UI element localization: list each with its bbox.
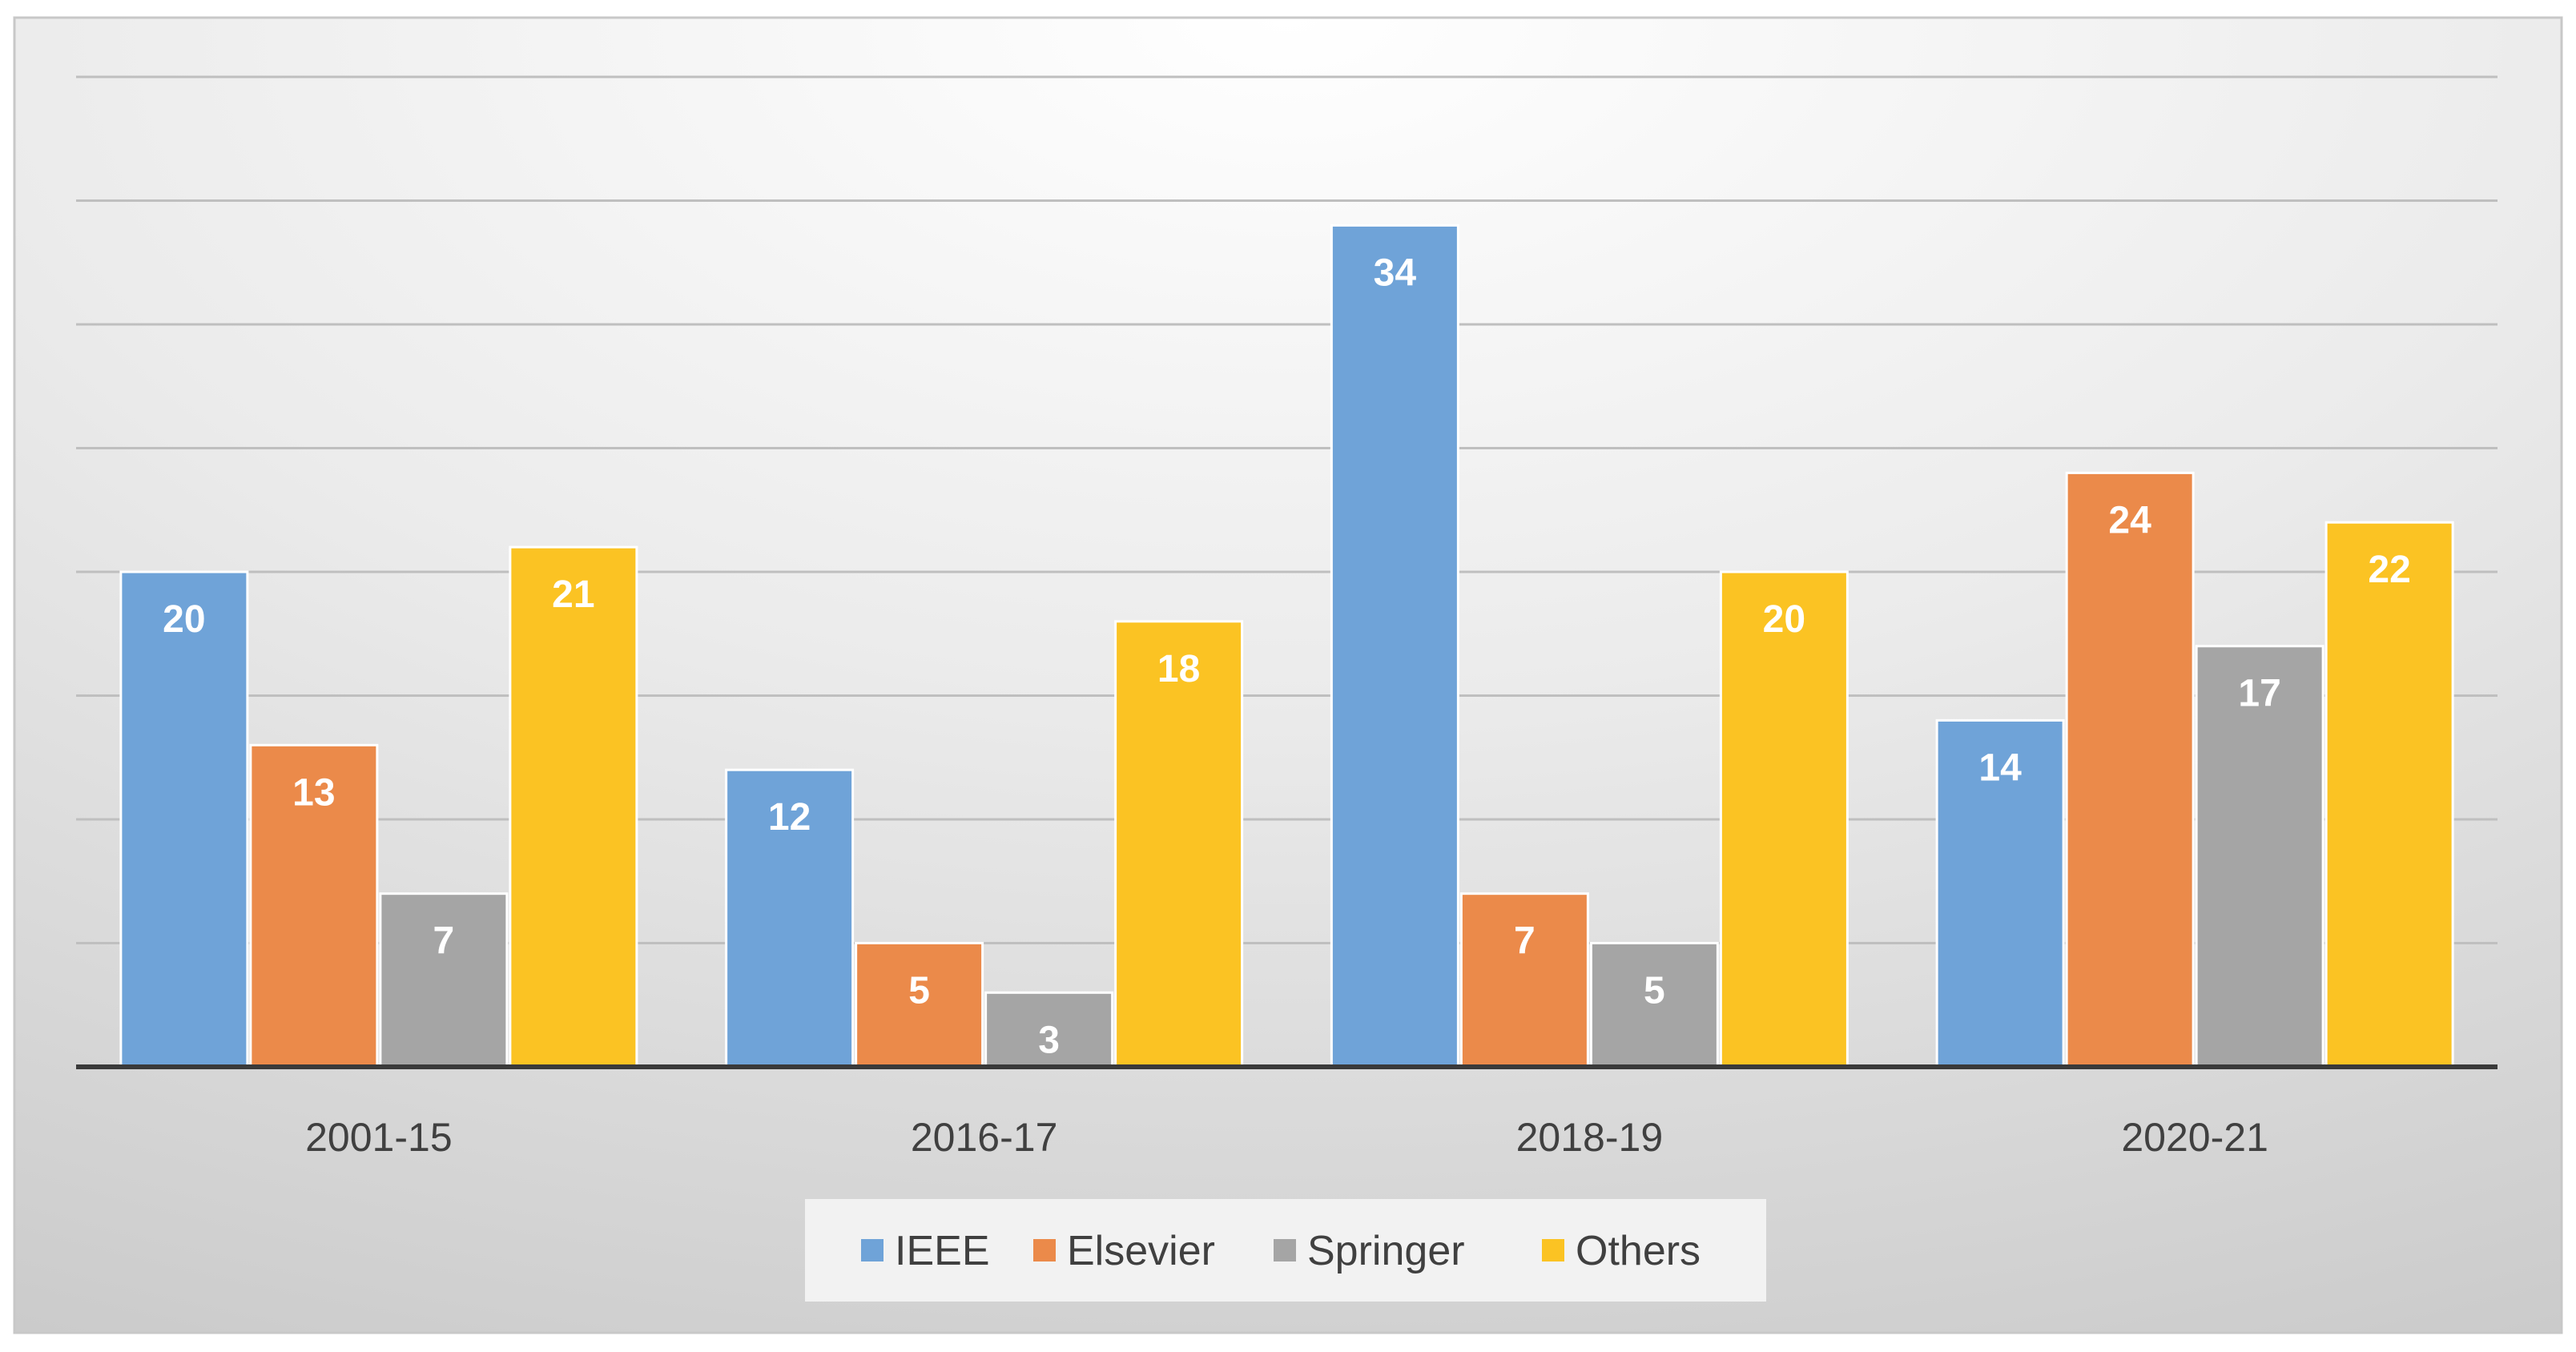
- bar-others-2020-21: [2324, 521, 2454, 1068]
- data-label: 21: [552, 573, 594, 616]
- bar-others-2018-19: [1719, 570, 1849, 1068]
- data-label: 12: [768, 796, 811, 839]
- x-axis-tick-labels: 2001-15 2016-17 2018-19 2020-21: [305, 1115, 2268, 1160]
- legend: IEEE Elsevier Springer Others: [805, 1199, 1766, 1302]
- data-label: 7: [1514, 920, 1536, 963]
- data-label: 3: [1038, 1019, 1060, 1061]
- bar-springer-2020-21: [2195, 645, 2324, 1068]
- bar-elsevier-2016-17: [855, 942, 984, 1068]
- legend-swatch-springer: [1274, 1239, 1296, 1261]
- legend-swatch-others: [1542, 1239, 1564, 1261]
- bar-elsevier-2001-15: [249, 743, 379, 1068]
- bar-ieee-2001-15: [119, 570, 249, 1068]
- bar-ieee-2020-21: [1935, 718, 2065, 1068]
- bar-ieee-2018-19: [1330, 223, 1459, 1068]
- data-label: 20: [1763, 598, 1805, 641]
- data-label: 22: [2368, 549, 2410, 591]
- legend-label-ieee: IEEE: [895, 1228, 990, 1274]
- bar-springer-2001-15: [379, 892, 509, 1068]
- bar-others-2001-15: [509, 545, 638, 1068]
- data-label: 14: [1978, 746, 2022, 789]
- data-label: 24: [2108, 499, 2151, 541]
- data-label: 13: [292, 771, 335, 814]
- legend-label-elsevier: Elsevier: [1067, 1228, 1215, 1274]
- bar-elsevier-2020-21: [2065, 471, 2195, 1068]
- bar-springer-2018-19: [1589, 942, 1719, 1068]
- x-tick-label: 2016-17: [911, 1115, 1058, 1160]
- legend-label-springer: Springer: [1307, 1228, 1465, 1274]
- x-tick-label: 2018-19: [1516, 1115, 1664, 1160]
- data-label: 18: [1157, 648, 1200, 690]
- legend-swatch-elsevier: [1033, 1239, 1056, 1261]
- data-label: 7: [433, 920, 455, 963]
- data-label: 20: [163, 598, 205, 641]
- data-label: 34: [1374, 251, 1417, 294]
- legend-label-others: Others: [1576, 1228, 1701, 1274]
- bar-elsevier-2018-19: [1459, 892, 1589, 1068]
- data-label: 17: [2238, 673, 2280, 715]
- data-label: 5: [908, 970, 930, 1012]
- bar-springer-2016-17: [984, 991, 1114, 1068]
- bars: [119, 223, 2454, 1068]
- data-label: 5: [1644, 970, 1665, 1012]
- bar-ieee-2016-17: [725, 768, 855, 1068]
- legend-swatch-ieee: [861, 1239, 883, 1261]
- data-labels: 20 13 7 21 12 5 3 18 34 7 5 20 14 24 17 22: [163, 251, 2411, 1061]
- x-tick-label: 2001-15: [305, 1115, 453, 1160]
- x-tick-label: 2020-21: [2121, 1115, 2268, 1160]
